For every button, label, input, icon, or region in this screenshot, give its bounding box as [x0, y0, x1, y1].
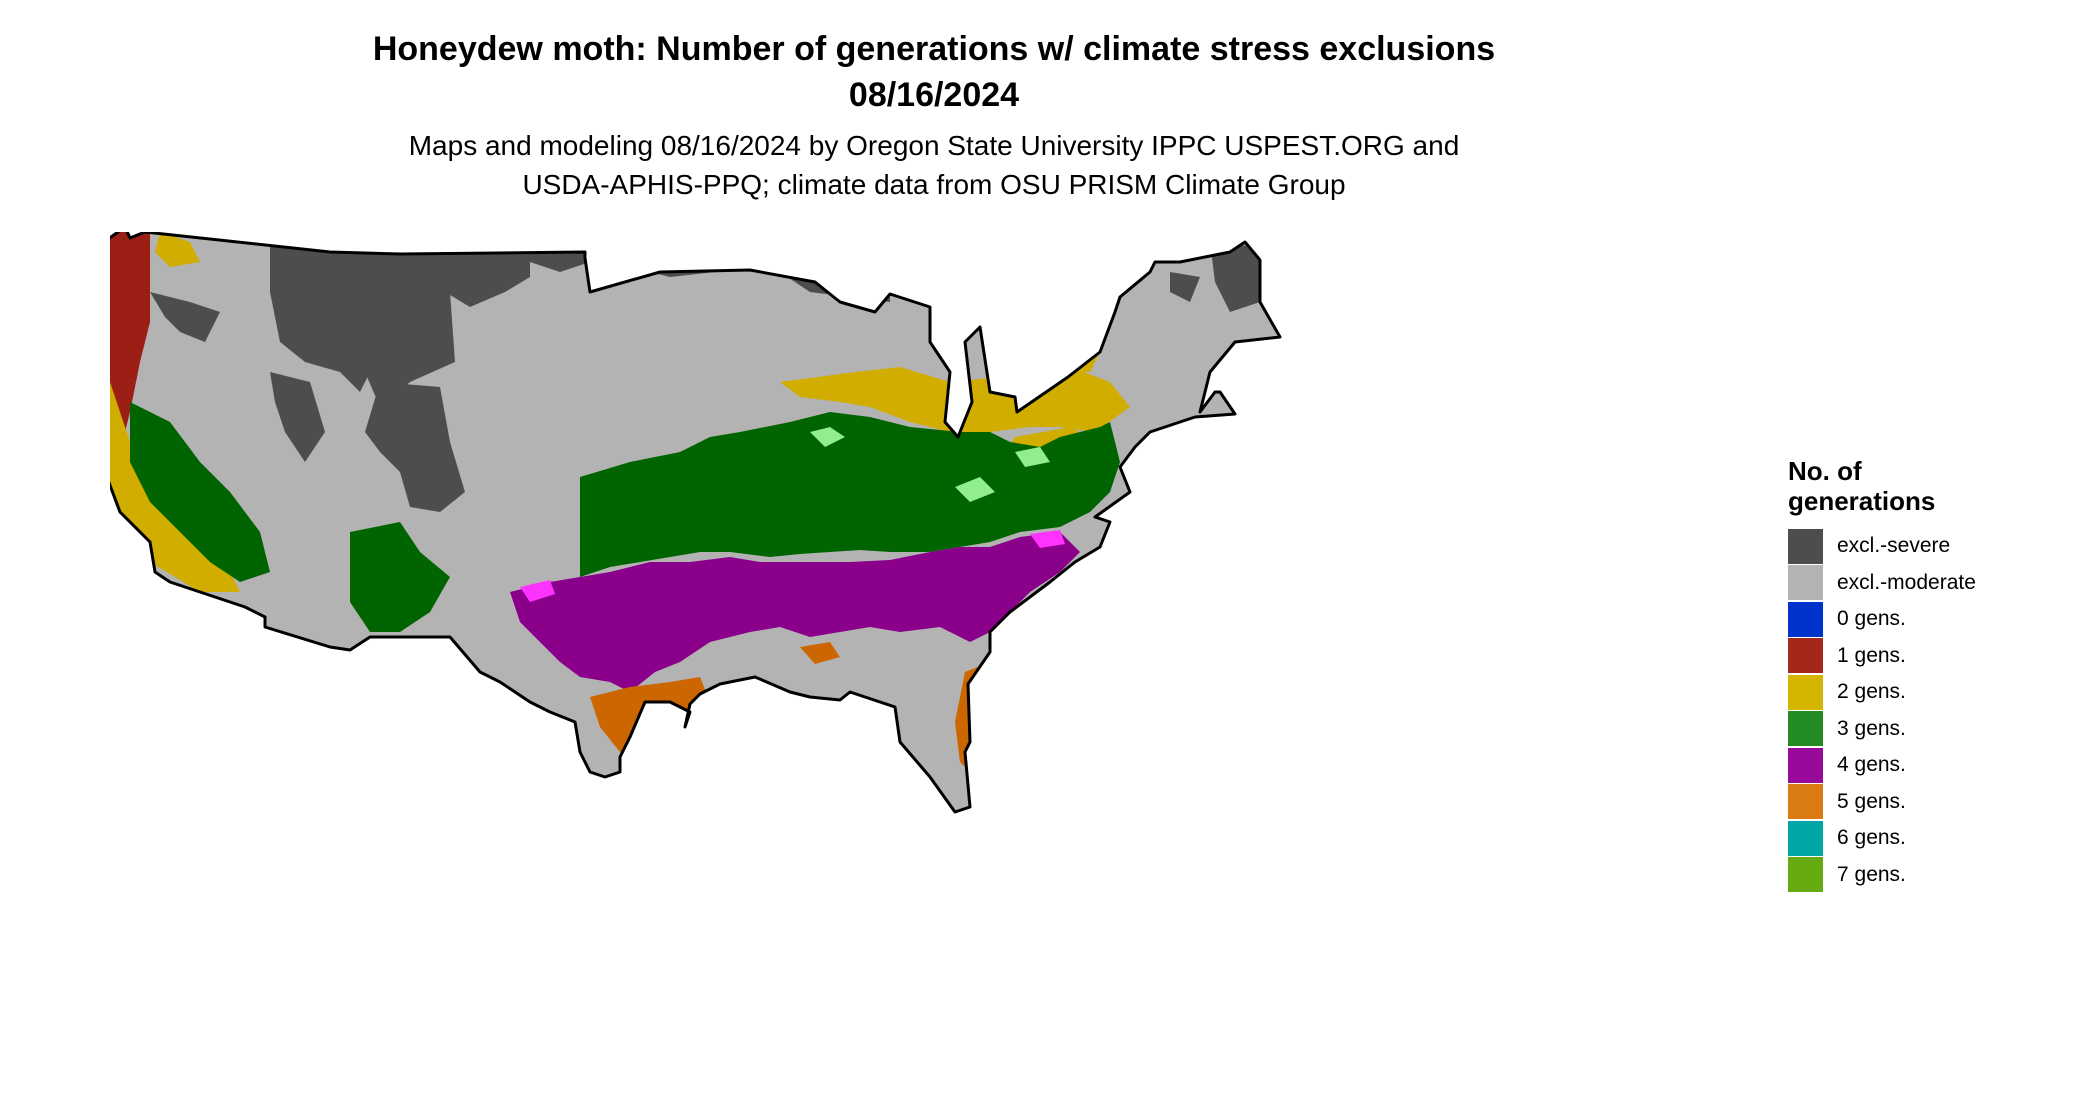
subtitle-line-2: USDA-APHIS-PPQ; climate data from OSU PR…: [522, 169, 1346, 200]
region-one-gen-coast-ranges: [110, 232, 150, 452]
legend-label: excl.-moderate: [1837, 570, 1976, 594]
region-three-gen-southeast: [580, 412, 1120, 577]
one-generation-zones: [110, 232, 150, 452]
legend-swatch: [1788, 638, 1823, 674]
legend-item: 6 gens.: [1788, 820, 2088, 857]
region-three-gen-light-2: [955, 477, 995, 502]
us-generations-map: [110, 232, 1282, 814]
legend-title: No. of generations: [1788, 456, 2088, 516]
legend-item: 3 gens.: [1788, 711, 2088, 748]
legend-swatch: [1788, 711, 1823, 747]
legend-label: excl.-severe: [1837, 534, 1951, 558]
map-title: Honeydew moth: Number of generations w/ …: [0, 26, 1868, 118]
four-generation-light-zones: [520, 530, 1065, 602]
legend-item: 5 gens.: [1788, 784, 2088, 821]
four-generation-zones: [510, 532, 1080, 692]
region-three-gen-light-1: [810, 427, 845, 447]
legend-label: 1 gens.: [1837, 643, 1906, 667]
map-fill-layer: [110, 232, 1280, 812]
legend-swatch: [1788, 601, 1823, 637]
subtitle-line-1: Maps and modeling 08/16/2024 by Oregon S…: [408, 130, 1460, 161]
legend-item: 0 gens.: [1788, 601, 2088, 638]
border-us-outline: [110, 232, 1282, 814]
region-six-gen-florida-tip: [970, 772, 995, 807]
legend-swatch: [1788, 528, 1823, 564]
legend-label: 2 gens.: [1837, 680, 1906, 704]
region-four-gen-gulf-states: [510, 532, 1080, 692]
region-two-gen-great-lakes: [1030, 342, 1100, 372]
region-severe-colorado: [365, 382, 465, 512]
region-four-gen-light-carolina: [1030, 530, 1065, 548]
legend-title-line-2: generations: [1788, 486, 1936, 516]
region-severe-wyoming: [365, 292, 455, 407]
region-severe-idaho-oregon: [150, 292, 220, 342]
three-generation-zones: [130, 402, 1120, 632]
legend-item: excl.-severe: [1788, 528, 2088, 565]
legend-item: 7 gens.: [1788, 857, 2088, 894]
legend-swatch: [1788, 820, 1823, 856]
legend-swatch: [1788, 747, 1823, 783]
legend-label: 4 gens.: [1837, 753, 1906, 777]
region-three-gen-southwest: [350, 522, 450, 632]
state-borders: [110, 232, 1282, 814]
region-severe-adirondacks: [1170, 272, 1200, 302]
legend-title-line-1: No. of: [1788, 456, 1862, 486]
legend-item: 1 gens.: [1788, 638, 2088, 675]
region-six-gen-texas-tip: [635, 772, 660, 797]
region-three-gen-light-3: [1015, 447, 1050, 467]
three-generation-light-zones: [810, 427, 1050, 502]
legend-item: 2 gens.: [1788, 674, 2088, 711]
legend-label: 7 gens.: [1837, 862, 1906, 886]
map-legend: No. of generations excl.-severe excl.-mod…: [1788, 456, 2088, 893]
legend-items: excl.-severe excl.-moderate 0 gens. 1 gens.…: [1788, 528, 2088, 893]
legend-item: 4 gens.: [1788, 747, 2088, 784]
legend-label: 0 gens.: [1837, 607, 1906, 631]
map-subtitle: Maps and modeling 08/16/2024 by Oregon S…: [0, 126, 1868, 204]
legend-label: 3 gens.: [1837, 716, 1906, 740]
region-three-gen-california: [130, 402, 270, 582]
region-severe-utah-nevada: [270, 372, 325, 462]
legend-swatch: [1788, 857, 1823, 893]
map-title-line-1: Honeydew moth: Number of generations w/ …: [372, 30, 1496, 68]
legend-swatch: [1788, 565, 1823, 601]
region-two-gen-idaho: [155, 232, 200, 267]
region-severe-minnesota: [660, 232, 870, 272]
region-four-gen-light-texas: [520, 580, 555, 602]
legend-label: 5 gens.: [1837, 789, 1906, 813]
map-title-date: 08/16/2024: [848, 76, 1020, 114]
legend-label: 6 gens.: [1837, 826, 1906, 850]
legend-item: excl.-moderate: [1788, 565, 2088, 602]
legend-swatch: [1788, 784, 1823, 820]
region-severe-maine: [1210, 242, 1260, 312]
region-five-gen-louisiana: [800, 642, 840, 664]
legend-swatch: [1788, 674, 1823, 710]
